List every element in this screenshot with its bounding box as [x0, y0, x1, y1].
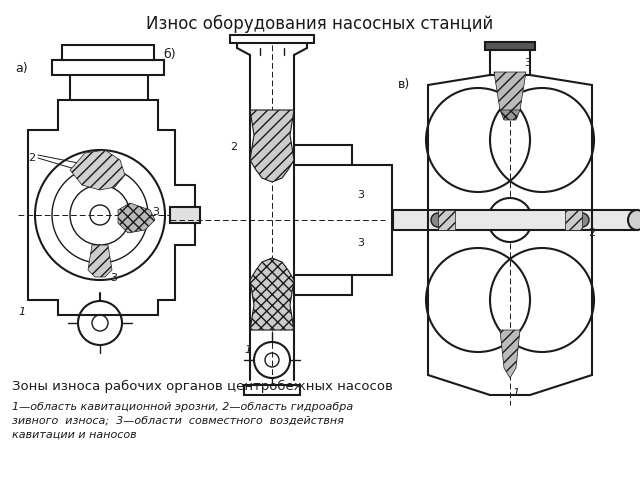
Bar — [485, 42, 535, 50]
Polygon shape — [88, 245, 112, 277]
Bar — [170, 207, 200, 223]
Polygon shape — [250, 258, 294, 330]
Bar — [52, 60, 164, 75]
Text: 2: 2 — [230, 142, 237, 152]
Text: Износ оборудования насосных станций: Износ оборудования насосных станций — [147, 15, 493, 33]
Polygon shape — [250, 110, 294, 182]
Polygon shape — [118, 203, 155, 233]
Text: а): а) — [15, 62, 28, 75]
Polygon shape — [500, 110, 520, 120]
Text: 1—область кавитационной эрозни, 2—область гидроабра: 1—область кавитационной эрозни, 2—област… — [12, 402, 353, 412]
Text: 1: 1 — [18, 307, 25, 317]
Bar — [244, 385, 300, 395]
Text: 3: 3 — [152, 207, 159, 217]
Text: 2: 2 — [28, 153, 35, 163]
Bar — [230, 35, 314, 43]
Circle shape — [575, 213, 589, 227]
Polygon shape — [70, 150, 125, 190]
Bar — [62, 45, 154, 60]
Text: 1: 1 — [244, 345, 251, 355]
Text: 3: 3 — [357, 238, 364, 248]
Bar — [393, 210, 637, 230]
Text: 1: 1 — [512, 388, 519, 398]
Polygon shape — [494, 72, 526, 120]
Polygon shape — [565, 210, 582, 230]
Bar — [490, 45, 530, 75]
Circle shape — [431, 213, 445, 227]
Text: 3: 3 — [524, 58, 531, 68]
Text: кавитации и наносов: кавитации и наносов — [12, 430, 136, 440]
Text: зивного  износа;  3—области  совместного  воздействня: зивного износа; 3—области совместного во… — [12, 416, 344, 426]
Polygon shape — [500, 330, 520, 378]
Text: 2: 2 — [588, 228, 595, 238]
Ellipse shape — [628, 210, 640, 230]
Text: б): б) — [163, 48, 175, 61]
Text: 3: 3 — [110, 273, 117, 283]
Text: 3: 3 — [357, 190, 364, 200]
Circle shape — [488, 198, 532, 242]
Polygon shape — [438, 210, 455, 230]
Text: в): в) — [398, 78, 410, 91]
Text: Зоны износа рабочих органов центробежных насосов: Зоны износа рабочих органов центробежных… — [12, 380, 393, 393]
